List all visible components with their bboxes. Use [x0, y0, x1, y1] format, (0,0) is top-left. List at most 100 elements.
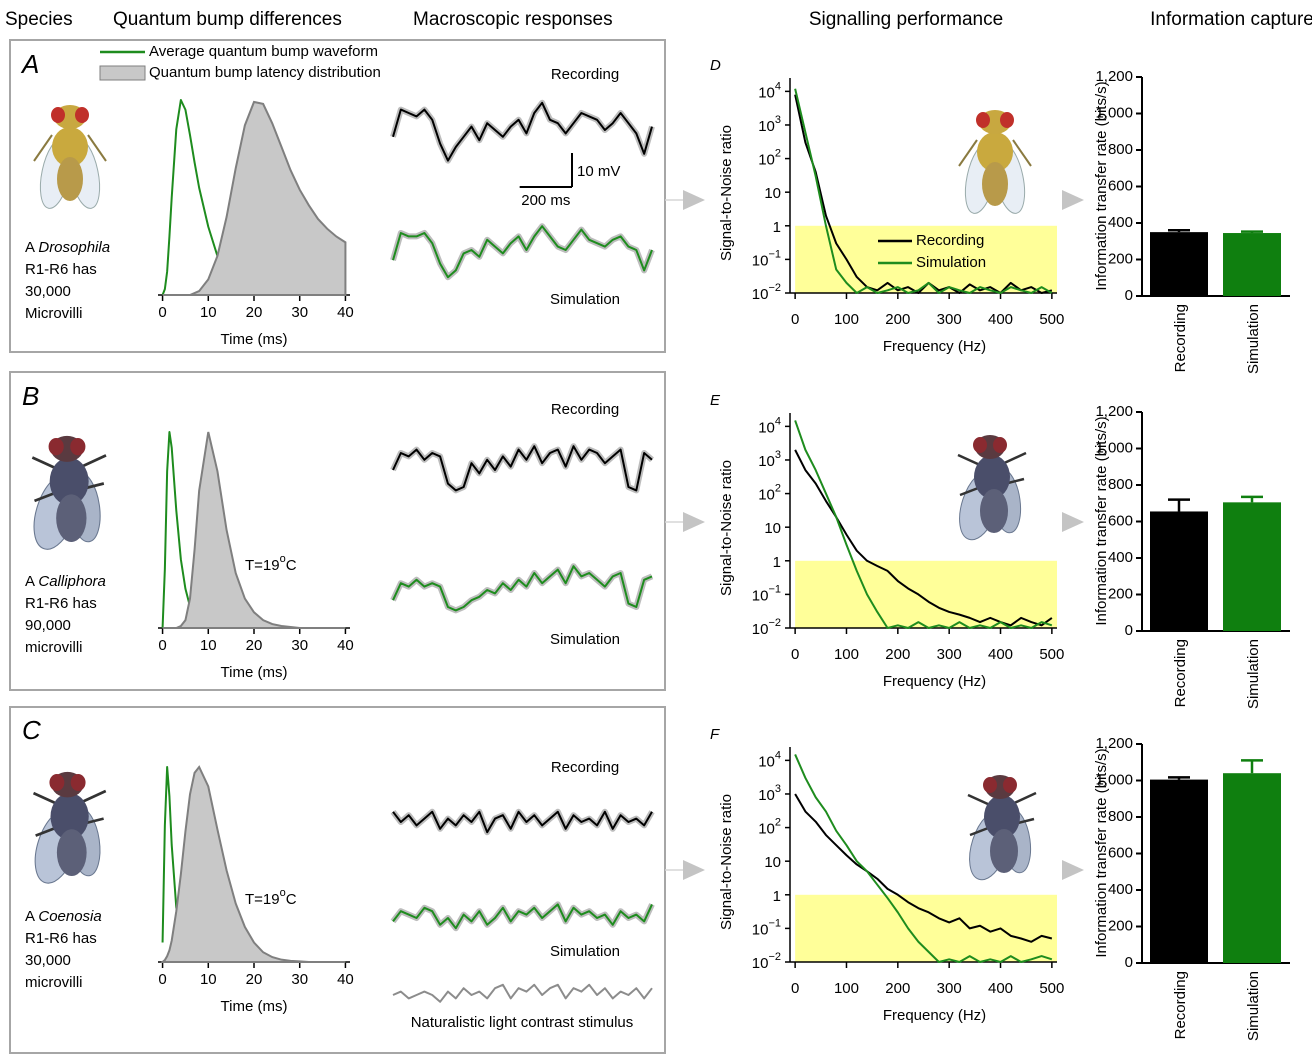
x-axis-label: Time (ms) [221, 331, 288, 348]
tick-label: 200 [885, 311, 910, 328]
tick-label-base: 10 [758, 118, 775, 135]
tick-label-base: 10 [758, 84, 775, 101]
tick-label-exponent: 4 [775, 80, 781, 92]
tick-label: 600 [1108, 177, 1133, 194]
annotation-sup: o [280, 553, 286, 565]
fly-image [25, 770, 108, 890]
tick-label-base: 10 [752, 621, 769, 638]
trace-label: Simulation [550, 943, 620, 960]
tick-label: 100 [834, 980, 859, 997]
y-axis-label: Information transfer rate (bits/s) [1093, 81, 1110, 290]
row-box [9, 39, 666, 353]
tick-label: 500 [1039, 646, 1064, 663]
area [162, 100, 347, 296]
tick-label: 30 [291, 304, 308, 321]
line [392, 810, 653, 834]
tick-label: 0 [1125, 622, 1133, 639]
tick-label: 400 [1108, 881, 1133, 898]
tick-label: 1,000 [1095, 104, 1133, 121]
species-text: microvilli [25, 974, 83, 991]
tick-label-base: 10 [758, 487, 775, 504]
trace-label: Simulation [550, 291, 620, 308]
threshold-band [795, 560, 1057, 628]
tick-label: 300 [937, 980, 962, 997]
tick-label: 102 [758, 482, 781, 503]
line [794, 420, 1053, 629]
species-genus: Drosophila [38, 239, 110, 256]
tick-label: 104 [758, 80, 781, 101]
annotation-text: T=19 [245, 557, 280, 574]
trace-label: Simulation [550, 631, 620, 648]
tick-label-base: 10 [752, 921, 769, 938]
column-header: Species [5, 9, 73, 30]
tick-label: 40 [337, 304, 354, 321]
tick-label-exponent: 4 [775, 415, 781, 427]
tick-label-exponent: −1 [768, 917, 781, 929]
panel-letter: F [710, 726, 720, 743]
tick-label: 500 [1039, 311, 1064, 328]
bar [1223, 233, 1281, 296]
legend-label: Quantum bump latency distribution [149, 64, 381, 81]
x-tick-label: Recording [1172, 971, 1189, 1039]
species-text: R1-R6 has [25, 261, 97, 278]
x-axis-label: Time (ms) [221, 998, 288, 1015]
tick-label-base: 10 [752, 286, 769, 303]
line [392, 983, 653, 1003]
tick-label: 10−1 [752, 583, 781, 604]
tick-label-base: 1,200 [1095, 68, 1133, 85]
panel-letter: D [710, 57, 721, 74]
fly-image [23, 434, 108, 555]
tick-label: 1 [773, 219, 781, 236]
column-header: Macroscopic responses [413, 9, 613, 30]
tick-label-exponent: −2 [768, 282, 781, 294]
x-tick-label: Simulation [1245, 304, 1262, 374]
area [159, 765, 346, 963]
species-text: 30,000 [25, 952, 71, 969]
tick-label: 0 [791, 311, 799, 328]
tick-label: 40 [337, 637, 354, 654]
trace-label: Recording [551, 66, 619, 83]
tick-label: 800 [1108, 476, 1133, 493]
tick-label: 600 [1108, 512, 1133, 529]
scale-bar-label: 200 ms [521, 192, 570, 209]
tick-label-exponent: −1 [768, 583, 781, 595]
tick-label: 10 [764, 185, 781, 202]
tick-label-exponent: 2 [775, 482, 781, 494]
species-article: A [25, 239, 35, 256]
fly-image [960, 773, 1038, 887]
tick-label: 200 [885, 646, 910, 663]
tick-label: 300 [937, 311, 962, 328]
tick-label: 0 [1125, 287, 1133, 304]
species-text: R1-R6 has [25, 595, 97, 612]
line [794, 793, 1053, 943]
tick-label: 400 [988, 646, 1013, 663]
tick-label-exponent: 4 [775, 749, 781, 761]
tick-label: 20 [246, 304, 263, 321]
tick-label: 104 [758, 749, 781, 770]
tick-label-base: 1,000 [1095, 104, 1133, 121]
y-axis-label: Information transfer rate (bits/s) [1093, 416, 1110, 625]
tick-label-base: 10 [758, 419, 775, 436]
panel-letter: B [22, 381, 39, 411]
tick-label: 800 [1108, 808, 1133, 825]
trace-label: Recording [551, 401, 619, 418]
annotation-unit: C [286, 557, 297, 574]
tick-label-base: 1,200 [1095, 735, 1133, 752]
tick-label: 600 [1108, 844, 1133, 861]
line [392, 903, 653, 930]
fly-image [958, 109, 1032, 218]
trace-label: Recording [551, 759, 619, 776]
tick-label: 103 [758, 449, 781, 470]
bar [1150, 779, 1208, 963]
tick-label: 1,200 [1095, 735, 1133, 752]
panel-letter: A [20, 49, 39, 79]
scale-bar-label: 10 mV [577, 163, 620, 180]
tick-label: 103 [758, 783, 781, 804]
tick-label: 400 [988, 980, 1013, 997]
y-axis-label: Signal-to-Noise ratio [718, 125, 735, 261]
tick-label: 1 [773, 888, 781, 905]
line [392, 225, 653, 279]
tick-label-exponent: 3 [775, 783, 781, 795]
line [794, 88, 1053, 294]
trace-sem [390, 99, 655, 164]
